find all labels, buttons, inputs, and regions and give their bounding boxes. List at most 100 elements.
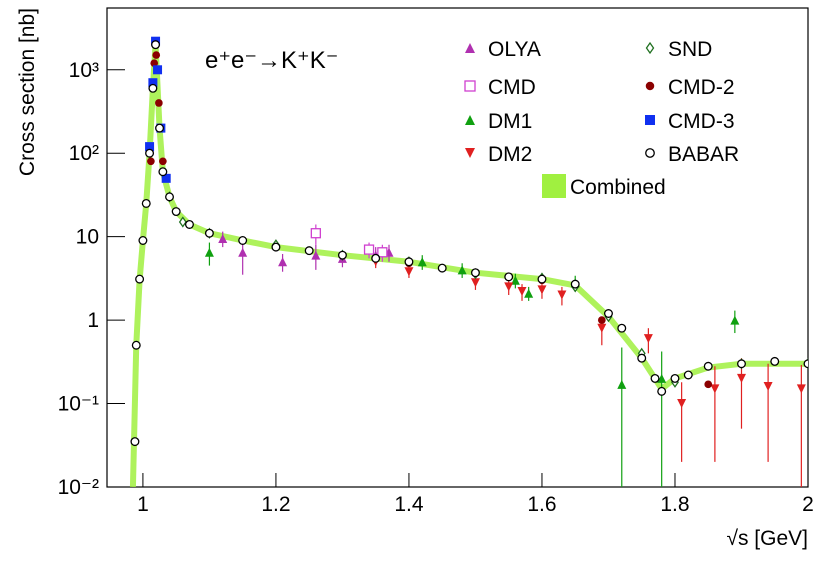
- y-tick-label: 10³: [69, 59, 99, 82]
- marker: [204, 228, 214, 238]
- marker: [145, 148, 155, 158]
- marker: [311, 250, 321, 260]
- marker: [643, 334, 653, 344]
- marker: [404, 267, 414, 277]
- marker: [238, 247, 248, 257]
- marker: [645, 81, 655, 91]
- marker: [737, 359, 746, 369]
- marker: [504, 282, 514, 292]
- marker: [537, 285, 547, 295]
- marker: [645, 115, 655, 125]
- marker: [404, 257, 414, 267]
- marker: [437, 263, 447, 273]
- marker: [537, 274, 547, 284]
- chart-title: e⁺e⁻→K⁺K⁻: [205, 47, 338, 74]
- marker: [371, 253, 381, 263]
- marker: [470, 278, 480, 288]
- marker: [557, 290, 567, 300]
- legend-label: CMD-3: [668, 110, 735, 133]
- marker: [155, 99, 163, 107]
- legend-swatch: [542, 174, 566, 198]
- marker: [138, 236, 148, 245]
- legend-label: OLYA: [488, 38, 541, 61]
- x-tick-label: 2: [802, 493, 814, 516]
- y-axis-label: Cross section [nb]: [16, 8, 39, 176]
- marker: [770, 356, 780, 366]
- marker: [796, 384, 806, 394]
- y-tick-label: 10: [76, 226, 99, 249]
- marker: [147, 157, 155, 166]
- marker: [464, 80, 476, 92]
- marker: [150, 59, 159, 67]
- y-tick-label: 10⁻¹: [58, 393, 99, 416]
- marker: [141, 198, 151, 208]
- x-tick-label: 1.8: [660, 493, 689, 516]
- marker: [703, 361, 713, 371]
- combined-band: [129, 41, 808, 487]
- marker: [178, 216, 187, 228]
- marker: [161, 173, 171, 183]
- marker: [597, 323, 607, 333]
- marker: [645, 41, 655, 55]
- marker: [148, 83, 158, 93]
- marker: [465, 43, 475, 53]
- marker: [470, 268, 480, 278]
- legend-label: SND: [668, 38, 712, 61]
- marker: [165, 192, 174, 202]
- marker: [617, 379, 627, 389]
- legend-label: Combined: [570, 176, 666, 199]
- marker: [504, 272, 514, 282]
- y-tick-label: 10²: [69, 142, 99, 165]
- marker: [271, 242, 281, 252]
- y-tick-label: 10⁻²: [58, 476, 99, 499]
- marker: [603, 309, 613, 318]
- marker: [657, 386, 667, 396]
- marker: [677, 399, 687, 409]
- marker: [152, 51, 161, 59]
- marker: [159, 157, 167, 166]
- marker: [155, 123, 165, 133]
- marker: [278, 257, 288, 267]
- x-tick-label: 1.6: [527, 493, 556, 516]
- marker: [570, 279, 580, 289]
- marker: [597, 316, 606, 324]
- marker: [184, 219, 194, 229]
- marker: [637, 353, 647, 363]
- marker: [204, 247, 214, 257]
- marker: [517, 287, 527, 297]
- marker: [650, 373, 660, 383]
- marker: [657, 373, 667, 383]
- legend-label: BABAR: [668, 143, 739, 166]
- marker: [363, 244, 375, 255]
- marker: [304, 246, 314, 256]
- plot-area: [129, 36, 808, 487]
- marker: [171, 207, 181, 217]
- x-tick-label: 1.4: [394, 493, 424, 516]
- x-tick-label: 1.2: [261, 493, 290, 516]
- y-tick-label: 1: [87, 309, 99, 332]
- marker: [763, 382, 773, 392]
- marker: [524, 288, 534, 298]
- marker: [130, 437, 140, 447]
- legend-label: DM1: [488, 110, 532, 133]
- marker: [135, 274, 145, 284]
- legend-label: CMD: [488, 76, 536, 99]
- x-tick-label: 1: [137, 493, 149, 516]
- marker: [465, 115, 475, 125]
- marker: [151, 40, 161, 50]
- marker: [710, 384, 720, 394]
- marker: [465, 148, 475, 158]
- marker: [145, 142, 155, 152]
- marker: [218, 234, 228, 244]
- legend-label: CMD-2: [668, 76, 735, 99]
- marker: [310, 228, 321, 239]
- plot-frame: [106, 7, 809, 488]
- marker: [238, 236, 248, 245]
- marker: [148, 78, 158, 88]
- marker: [617, 323, 627, 333]
- marker: [417, 257, 427, 267]
- x-axis-label: √s [GeV]: [726, 527, 808, 550]
- legend-label: DM2: [488, 143, 532, 166]
